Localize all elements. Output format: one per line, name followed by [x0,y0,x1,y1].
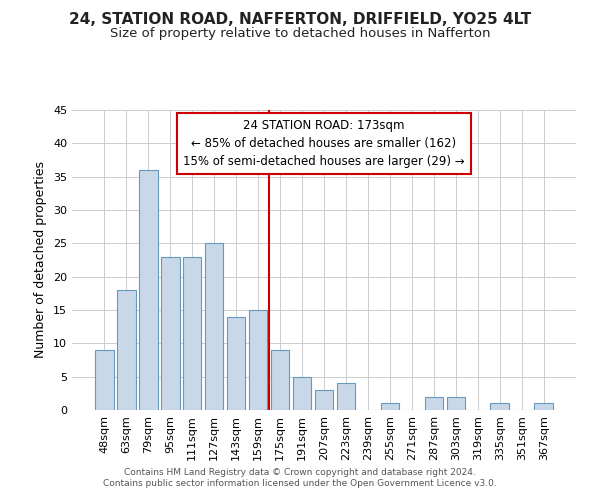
Bar [117,290,136,410]
Y-axis label: Number of detached properties: Number of detached properties [34,162,47,358]
Bar [205,244,223,410]
Bar [314,390,334,410]
Bar [161,256,179,410]
Bar [425,396,443,410]
Bar [446,396,465,410]
Text: 24, STATION ROAD, NAFFERTON, DRIFFIELD, YO25 4LT: 24, STATION ROAD, NAFFERTON, DRIFFIELD, … [69,12,531,28]
Bar [490,404,509,410]
Bar [337,384,355,410]
Text: Size of property relative to detached houses in Nafferton: Size of property relative to detached ho… [110,28,490,40]
Bar [249,310,268,410]
Bar [183,256,202,410]
Text: Contains HM Land Registry data © Crown copyright and database right 2024.
Contai: Contains HM Land Registry data © Crown c… [103,468,497,487]
Bar [380,404,399,410]
Bar [535,404,553,410]
Bar [139,170,158,410]
Bar [227,316,245,410]
Bar [293,376,311,410]
Bar [95,350,113,410]
Bar [271,350,289,410]
Text: 24 STATION ROAD: 173sqm
← 85% of detached houses are smaller (162)
15% of semi-d: 24 STATION ROAD: 173sqm ← 85% of detache… [183,119,465,168]
